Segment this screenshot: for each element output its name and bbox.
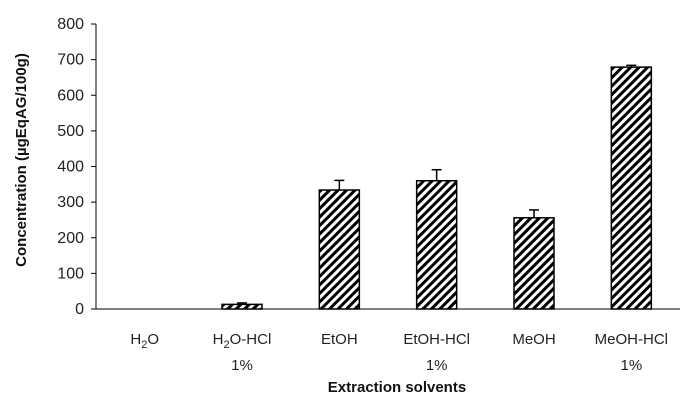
- category-label-main: MeOH-HCl: [595, 331, 668, 348]
- bar: [513, 217, 555, 310]
- y-tick-label: 500: [57, 123, 84, 140]
- category-label-main: EtOH: [321, 331, 358, 348]
- category-label: EtOH: [321, 331, 358, 348]
- y-tick-label: 300: [57, 194, 84, 211]
- y-tick-label: 0: [75, 301, 84, 318]
- y-tick-label: 400: [57, 159, 84, 176]
- category-label: MeOH: [512, 331, 555, 348]
- x-axis-title: Extraction solvents: [328, 379, 466, 396]
- bar: [221, 303, 263, 310]
- category-label-main: MeOH: [512, 331, 555, 348]
- category-label: EtOH-HCl: [403, 331, 470, 348]
- category-label-subscript: 2: [141, 339, 147, 351]
- category-label-line2: 1%: [231, 357, 253, 374]
- category-label-rest: O: [147, 331, 159, 348]
- category-label-main: EtOH-HCl: [403, 331, 470, 348]
- y-axis-title-group: Concentration (µgEqAG/100g): [13, 53, 30, 267]
- category-label-subscript: 2: [224, 339, 230, 351]
- category-label-main: H: [130, 331, 141, 348]
- category-label-rest: O-HCl: [230, 331, 272, 348]
- category-label-line2: 1%: [620, 357, 642, 374]
- y-tick-label: 200: [57, 230, 84, 247]
- category-label-main: H: [213, 331, 224, 348]
- bar: [318, 189, 361, 310]
- bar: [610, 66, 653, 310]
- category-label: H2O: [130, 331, 159, 351]
- category-label: H2O-HCl: [213, 331, 272, 351]
- y-tick-label: 100: [57, 265, 84, 282]
- y-tick-label: 700: [57, 52, 84, 69]
- category-label-line2: 1%: [426, 357, 448, 374]
- y-tick-label: 600: [57, 87, 84, 104]
- y-axis-title: Concentration (µgEqAG/100g): [13, 53, 30, 267]
- y-tick-label: 800: [57, 16, 84, 33]
- category-label: MeOH-HCl: [595, 331, 668, 348]
- bar: [415, 180, 458, 310]
